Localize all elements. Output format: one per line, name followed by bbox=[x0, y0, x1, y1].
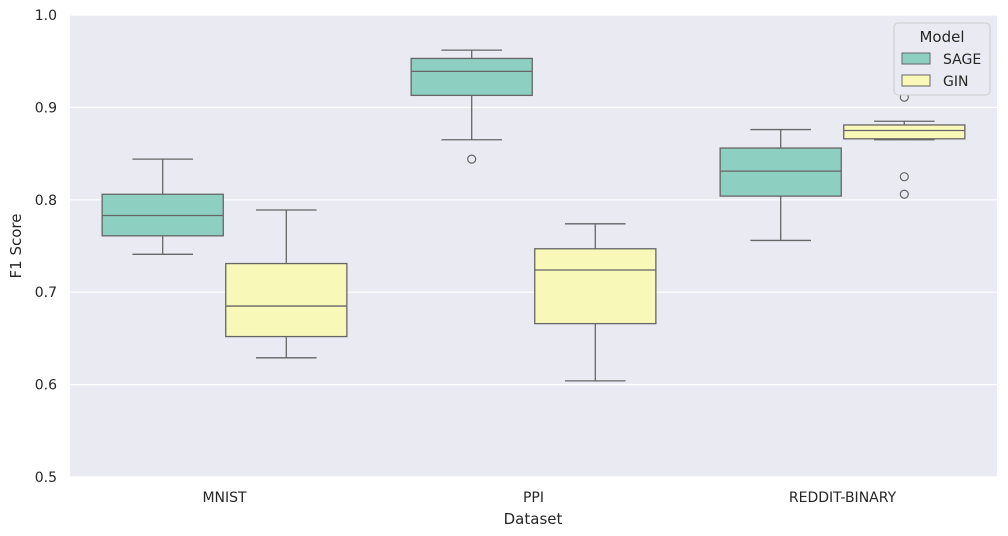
y-tick-label: 0.7 bbox=[35, 285, 57, 301]
legend: Model SAGE GIN bbox=[893, 22, 991, 96]
box-body bbox=[534, 248, 657, 325]
x-tick-label: REDDIT-BINARY bbox=[789, 490, 897, 506]
box-body bbox=[719, 147, 842, 197]
outlier-point bbox=[899, 189, 909, 199]
y-axis-ticks: 0.5 0.6 0.7 0.8 0.9 1.0 bbox=[35, 8, 57, 486]
outlier-point bbox=[467, 154, 477, 164]
box-sage-reddit-binary bbox=[719, 128, 842, 242]
legend-swatch-sage bbox=[901, 52, 931, 65]
outlier-point bbox=[899, 172, 909, 182]
y-tick-label: 0.6 bbox=[35, 378, 57, 394]
box-gin-reddit-binary bbox=[843, 92, 966, 199]
y-tick-label: 0.9 bbox=[35, 100, 57, 116]
x-axis-ticks: MNIST PPI REDDIT-BINARY bbox=[202, 490, 896, 506]
legend-title: Model bbox=[919, 28, 964, 46]
y-tick-label: 0.8 bbox=[35, 193, 57, 209]
y-axis-label: F1 Score bbox=[7, 214, 25, 279]
box-gin-ppi bbox=[534, 223, 657, 382]
plot-area bbox=[70, 15, 997, 477]
boxes bbox=[101, 49, 966, 382]
legend-swatch-gin bbox=[901, 74, 931, 87]
legend-label-sage: SAGE bbox=[943, 52, 981, 68]
box-body bbox=[843, 124, 966, 140]
x-axis-label: Dataset bbox=[504, 510, 563, 528]
legend-label-gin: GIN bbox=[943, 74, 968, 90]
box-body bbox=[225, 262, 348, 338]
box-gin-mnist bbox=[225, 209, 348, 359]
box-sage-ppi bbox=[410, 49, 533, 164]
box-sage-mnist bbox=[101, 158, 224, 255]
x-tick-label: MNIST bbox=[202, 490, 247, 506]
x-tick-label: PPI bbox=[523, 490, 544, 506]
gridlines bbox=[70, 14, 997, 478]
y-tick-label: 1.0 bbox=[35, 8, 57, 24]
y-tick-label: 0.5 bbox=[35, 470, 57, 486]
box-body bbox=[410, 57, 533, 97]
